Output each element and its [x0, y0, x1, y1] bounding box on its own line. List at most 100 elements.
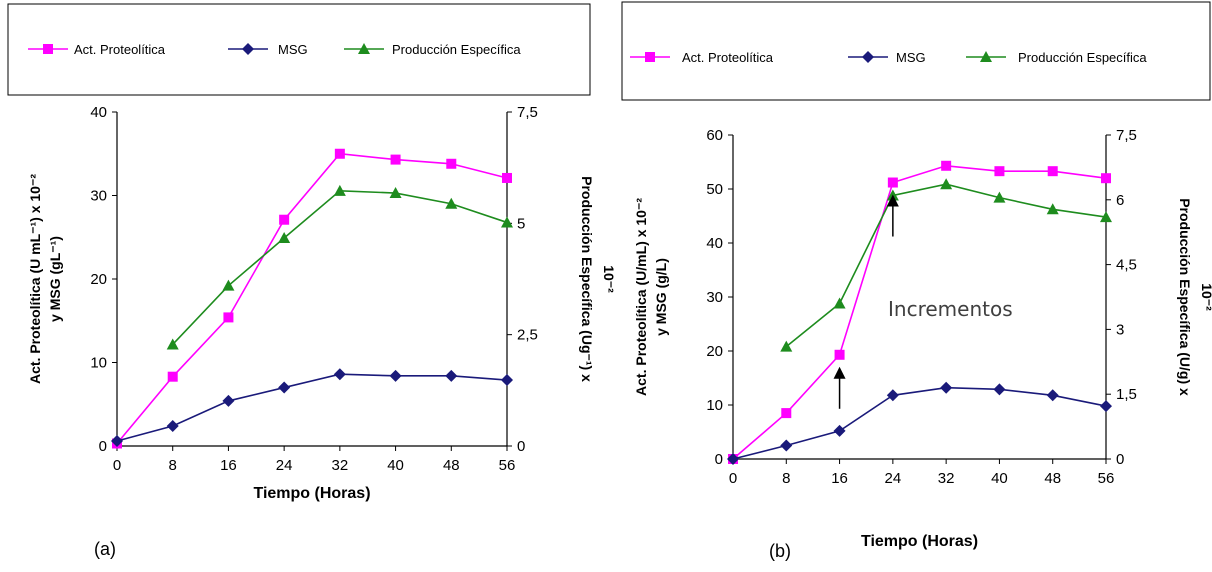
data-point — [446, 158, 457, 169]
data-point — [167, 371, 178, 382]
y-axis-title-line: y MSG (gL⁻¹) — [47, 236, 63, 322]
legend-entry: Act. Proteolítica — [74, 42, 166, 57]
x-tick-label: 8 — [169, 457, 177, 474]
data-point — [222, 394, 235, 407]
legend-entry: Producción Específica — [392, 42, 521, 57]
y2-axis-title: Producción Específica (U/g) x — [1177, 198, 1193, 396]
x-tick-label: 0 — [729, 470, 737, 487]
x-tick-label: 24 — [276, 457, 293, 474]
data-point — [1100, 211, 1112, 223]
legend-box — [621, 1, 1211, 101]
data-point — [1046, 203, 1059, 215]
series-msg — [727, 381, 1112, 465]
data-point — [333, 368, 346, 381]
x-tick-label: 0 — [113, 457, 121, 474]
data-point — [389, 369, 402, 382]
x-tick-label: 16 — [831, 470, 848, 487]
y-axis-title: Act. Proteolítica (U mL⁻¹) x 10⁻² y MSG (… — [27, 174, 63, 384]
y-tick-label: 40 — [706, 235, 723, 252]
legend-entry: MSG — [278, 42, 308, 57]
data-point — [278, 381, 291, 394]
y-tick-label: 30 — [706, 289, 723, 306]
data-point — [834, 349, 845, 360]
legend-marker — [358, 43, 370, 54]
y2-tick-label: 3 — [1116, 321, 1124, 338]
legend-marker — [980, 51, 992, 62]
x-tick-label: 48 — [443, 457, 460, 474]
data-point — [886, 389, 899, 402]
y-tick-label: 30 — [90, 188, 107, 205]
data-point — [940, 178, 953, 190]
y-tick-label: 10 — [706, 397, 723, 414]
annotation-text: Incrementos — [888, 297, 1013, 321]
data-point — [781, 408, 792, 419]
data-point — [278, 232, 291, 244]
data-point — [501, 374, 513, 387]
legend-entry: Producción Específica — [1018, 50, 1147, 65]
data-point — [780, 439, 793, 452]
data-point — [166, 338, 179, 350]
legend-entry: MSG — [896, 50, 926, 65]
y-tick-label: 0 — [715, 451, 723, 468]
data-point — [993, 191, 1006, 203]
series-line — [732, 386, 1107, 460]
series-producci-n-espec-fica — [166, 184, 513, 350]
data-point — [502, 172, 512, 183]
x-tick-label: 8 — [782, 470, 790, 487]
data-point — [166, 419, 179, 432]
y2-tick-label: 1,5 — [1116, 386, 1137, 403]
legend-marker — [862, 51, 874, 63]
data-point — [940, 381, 953, 394]
x-axis-title: Tiempo (Horas) — [253, 485, 370, 502]
chart-a: Act. Proteolítica MSG Producción Específic… — [7, 3, 617, 559]
y2-tick-label: 7,5 — [517, 104, 538, 121]
series-line — [116, 152, 508, 445]
arrow-annotation — [833, 366, 846, 409]
data-point — [389, 187, 402, 199]
y2-tick-label: 4,5 — [1116, 257, 1137, 274]
data-point — [222, 279, 235, 291]
arrow-annotation — [886, 194, 899, 237]
data-point — [887, 177, 898, 188]
data-point — [111, 434, 123, 447]
y2-tick-label: 5 — [517, 215, 525, 232]
data-point — [993, 383, 1006, 396]
data-point — [941, 160, 952, 171]
data-point — [223, 312, 234, 323]
series-line — [732, 164, 1107, 460]
legend: Act. Proteolítica MSG Producción Específic… — [621, 1, 1211, 101]
data-point — [334, 148, 345, 159]
data-point — [445, 369, 458, 382]
series-act-proteol-tica — [112, 148, 512, 449]
y-tick-label: 40 — [90, 104, 107, 121]
data-point — [727, 453, 739, 465]
y2-axis-title: Producción Específica (Ug⁻¹) x — [579, 176, 595, 382]
y-axis-title-line: Act. Proteolítica (U/mL) x 10⁻² — [633, 198, 649, 396]
y-tick-label: 20 — [706, 343, 723, 360]
data-point — [1046, 389, 1059, 402]
x-tick-label: 24 — [885, 470, 902, 487]
arrow-head — [833, 366, 846, 379]
x-tick-label: 32 — [332, 457, 349, 474]
legend-entry: Act. Proteolítica — [682, 50, 774, 65]
y-tick-label: 20 — [90, 271, 107, 288]
data-point — [1101, 173, 1111, 184]
legend-marker — [242, 43, 254, 55]
panel-label: (a) — [94, 539, 116, 559]
y-axis-title-line: y MSG (g/L) — [653, 258, 669, 336]
data-point — [1047, 166, 1058, 177]
y-tick-label: 0 — [99, 438, 107, 455]
legend: Act. Proteolítica MSG Producción Específic… — [7, 3, 591, 96]
series-line — [116, 373, 508, 442]
y2-tick-label: 0 — [1116, 451, 1124, 468]
chart-b: Act. Proteolítica MSG Producción Específic… — [621, 1, 1212, 561]
data-point — [994, 166, 1005, 177]
arrow-head — [886, 194, 899, 207]
y-tick-label: 50 — [706, 181, 723, 198]
y2-tick-label: 0 — [517, 438, 525, 455]
y2-axis-title-exponent: 10⁻² — [601, 265, 617, 293]
x-tick-label: 40 — [387, 457, 404, 474]
y-axis-title: Act. Proteolítica (U/mL) x 10⁻² y MSG (g/… — [633, 198, 669, 396]
x-tick-label: 16 — [220, 457, 237, 474]
